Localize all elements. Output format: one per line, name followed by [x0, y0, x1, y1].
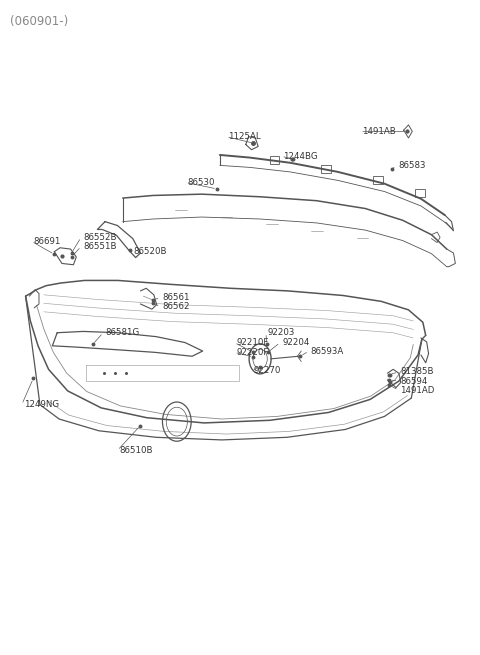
Text: 86552B: 86552B: [83, 233, 117, 242]
Text: 86510B: 86510B: [120, 446, 153, 455]
Text: 86520B: 86520B: [134, 247, 167, 256]
Text: (060901-): (060901-): [10, 15, 69, 28]
Text: 92220F: 92220F: [236, 348, 268, 357]
Text: 1249NG: 1249NG: [24, 400, 59, 409]
Text: 86583: 86583: [398, 161, 425, 170]
Text: 92204: 92204: [282, 338, 310, 347]
Text: 92203: 92203: [268, 328, 295, 337]
Text: 86530: 86530: [187, 178, 215, 187]
Text: 86551B: 86551B: [83, 242, 117, 251]
Text: 92270: 92270: [253, 366, 281, 375]
Text: 92210F: 92210F: [236, 338, 268, 347]
Text: 1491AB: 1491AB: [362, 127, 396, 136]
Text: 86562: 86562: [162, 302, 190, 311]
Text: 81385B: 81385B: [400, 367, 434, 377]
Text: 86561: 86561: [162, 293, 190, 302]
Text: 86594: 86594: [400, 377, 428, 386]
Text: 86581G: 86581G: [105, 328, 139, 337]
Text: 86691: 86691: [33, 236, 60, 246]
Text: 1491AD: 1491AD: [400, 386, 435, 395]
Text: 86593A: 86593A: [311, 346, 344, 356]
Text: 1125AL: 1125AL: [228, 132, 261, 141]
Text: 1244BG: 1244BG: [283, 152, 318, 160]
